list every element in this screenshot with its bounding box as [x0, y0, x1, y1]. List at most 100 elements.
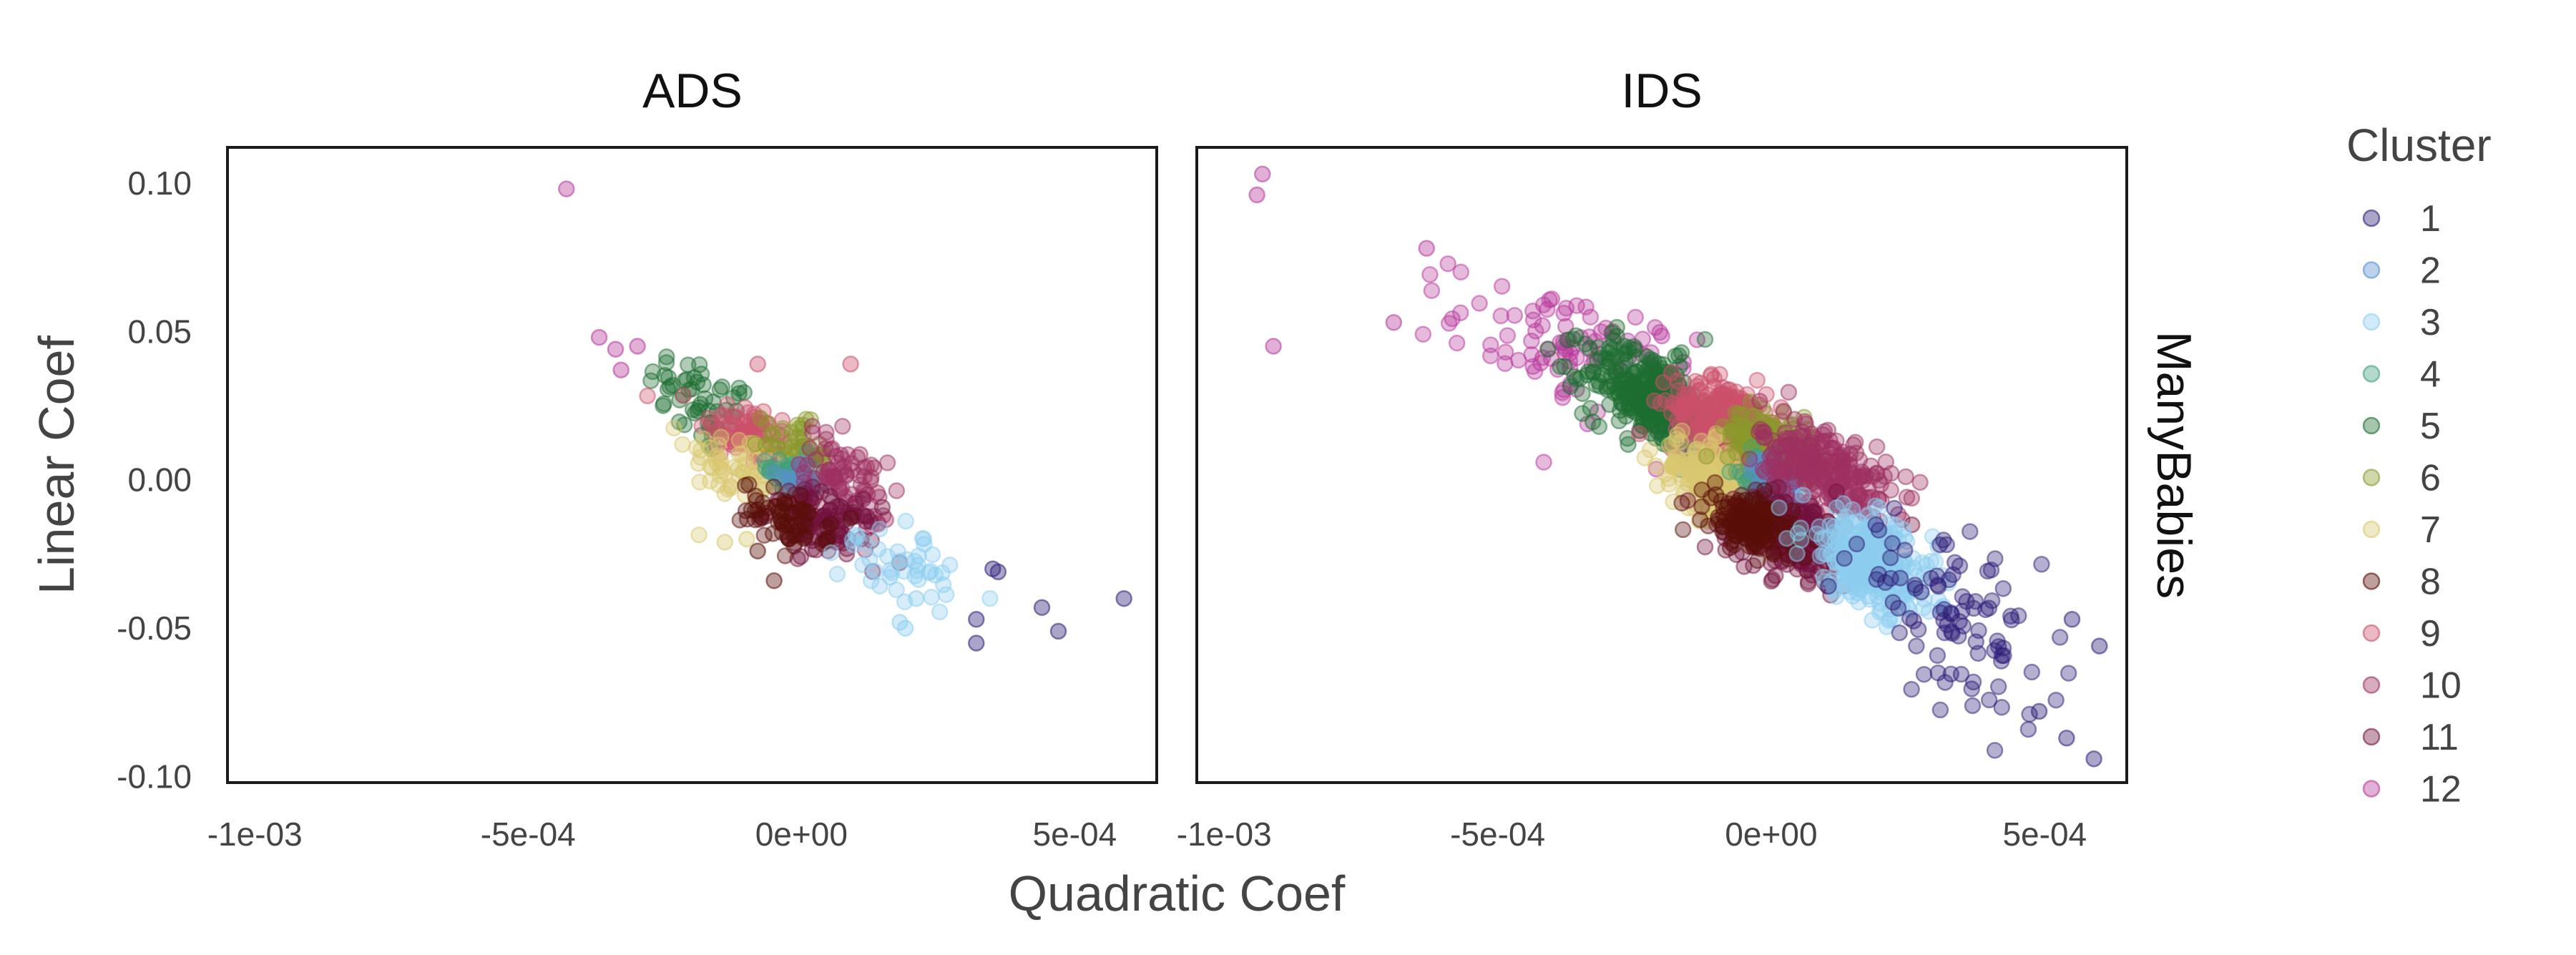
scatter-point	[1888, 517, 1905, 534]
scatter-point	[690, 398, 708, 416]
scatter-point	[1631, 425, 1648, 443]
scatter-point	[1989, 678, 2007, 695]
scatter-point	[1903, 489, 1921, 507]
scatter-point	[1846, 576, 1864, 594]
scatter-point	[716, 534, 734, 551]
scatter-point	[934, 576, 952, 594]
scatter-point	[1915, 665, 1933, 683]
scatter-point	[842, 509, 860, 527]
scatter-point	[1610, 381, 1627, 398]
scatter-point	[819, 530, 837, 547]
x-tick-label: 5e-04	[2002, 816, 2087, 853]
scatter-point	[1757, 514, 1775, 532]
scatter-point	[764, 525, 782, 542]
scatter-point	[692, 441, 710, 459]
scatter-point	[2063, 611, 2081, 628]
scatter-point	[1826, 518, 1843, 535]
scatter-point	[1868, 438, 1886, 456]
scatter-point	[2019, 720, 2037, 738]
scatter-point	[789, 550, 806, 567]
scatter-point	[1808, 525, 1826, 542]
legend-label: 10	[2420, 665, 2462, 707]
scatter-point	[848, 528, 866, 545]
y-tick-label: -0.10	[117, 758, 192, 795]
scatter-point	[871, 520, 888, 538]
scatter-point	[854, 490, 872, 508]
scatter-point	[1903, 680, 1920, 698]
scatter-point	[675, 387, 692, 404]
x-tick-label: -1e-03	[1177, 816, 1272, 853]
scatter-point	[1557, 318, 1575, 335]
scatter-point	[658, 348, 675, 366]
scatter-point	[1524, 303, 1542, 320]
legend-swatch	[2362, 365, 2381, 383]
legend-swatch	[2362, 469, 2381, 486]
scatter-point	[1673, 344, 1690, 361]
scatter-point	[1848, 535, 1866, 553]
scatter-point	[1884, 594, 1901, 611]
scatter-point	[801, 440, 818, 457]
scatter-point	[2091, 637, 2108, 655]
scatter-point	[735, 383, 753, 401]
scatter-point	[1254, 165, 1271, 183]
scatter-point	[629, 338, 646, 355]
scatter-point	[1683, 451, 1700, 468]
legend-swatch	[2362, 313, 2381, 331]
x-tick-label: 5e-04	[1033, 816, 1117, 853]
scatter-point	[730, 431, 748, 449]
scatter-point	[1620, 436, 1637, 454]
scatter-point	[1914, 554, 1931, 572]
scatter-point	[1676, 389, 1693, 407]
scatter-point	[1587, 376, 1605, 393]
scatter-point	[1986, 742, 2004, 759]
scatter-point	[839, 446, 856, 464]
scatter-point	[822, 501, 839, 519]
legend-swatch	[2362, 572, 2381, 590]
scatter-point	[690, 527, 707, 544]
scatter-point	[1559, 331, 1576, 348]
scatter-point	[725, 414, 743, 431]
scatter-point	[1929, 664, 1946, 682]
legend-label: 9	[2420, 613, 2441, 655]
scatter-point	[1951, 613, 1968, 630]
legend-label: 6	[2420, 458, 2441, 499]
scatter-point	[1673, 494, 1690, 512]
scatter-point	[1861, 591, 1879, 608]
scatter-point	[1793, 423, 1811, 441]
scatter-point	[711, 467, 729, 484]
scatter-point	[1582, 308, 1600, 325]
scatter-point	[737, 476, 754, 494]
scatter-point	[2047, 691, 2065, 709]
legend-swatch	[2362, 209, 2381, 227]
scatter-point	[1866, 497, 1884, 514]
scatter-point	[700, 409, 718, 427]
scatter-point	[842, 356, 859, 373]
scatter-point	[711, 450, 729, 467]
scatter-point	[1448, 334, 1466, 352]
scatter-point	[1929, 647, 1946, 665]
scatter-point	[1727, 404, 1745, 422]
scatter-point	[1033, 599, 1051, 616]
scatter-point	[1440, 315, 1458, 332]
y-tick-label: -0.05	[117, 609, 192, 647]
scatter-point	[1698, 447, 1715, 465]
scatter-point	[1765, 546, 1783, 563]
scatter-point	[1711, 366, 1728, 383]
x-tick-label: 0e+00	[755, 816, 848, 853]
scatter-point	[1696, 330, 1714, 348]
scatter-point	[1452, 263, 1469, 281]
scatter-point	[1696, 538, 1714, 556]
scatter-point	[749, 356, 766, 373]
legend-swatch	[2362, 520, 2381, 539]
y-axis-ticks: 0.10 0.05 0.00 -0.05 -0.10	[117, 165, 192, 795]
x-axis-title: Quadratic Coef	[1009, 866, 1346, 921]
scatter-point	[896, 619, 914, 637]
legend-label: 7	[2420, 509, 2441, 551]
scatter-point	[916, 535, 933, 553]
scatter-point	[1646, 318, 1664, 336]
legend-label: 2	[2420, 250, 2441, 292]
scatter-point	[1650, 355, 1667, 373]
scatter-point	[1577, 336, 1594, 353]
scatter-point	[642, 372, 660, 389]
scatter-point	[1906, 579, 1924, 597]
